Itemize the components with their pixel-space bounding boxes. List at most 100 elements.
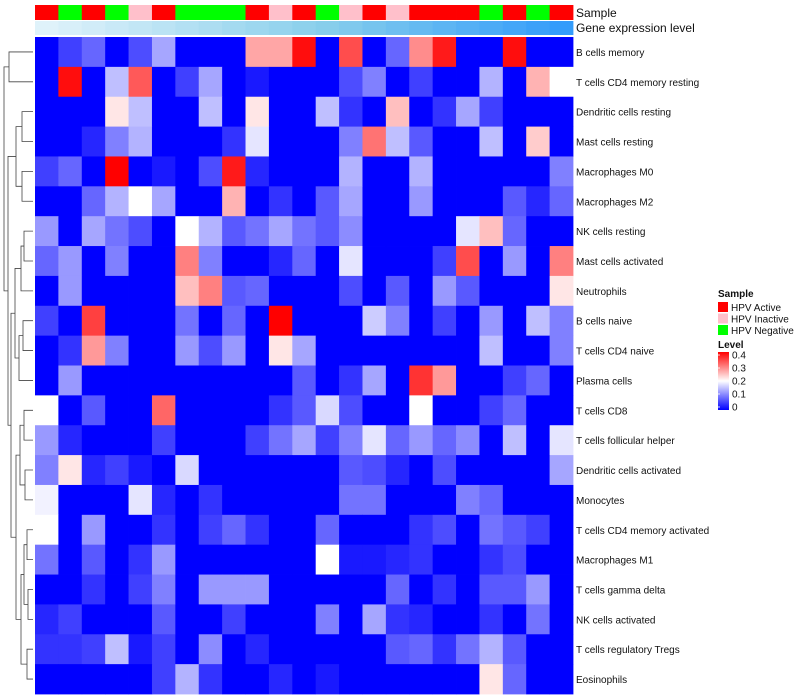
sample-annotation-title: Sample: [576, 6, 617, 20]
heatmap-cell: [175, 484, 200, 516]
dendrogram-branch: [27, 589, 33, 620]
heatmap-cell: [105, 275, 129, 307]
heatmap-cell: [432, 514, 457, 546]
heatmap-cell: [385, 335, 410, 366]
heatmap-cell: [35, 96, 59, 127]
heatmap-cell: [549, 275, 574, 307]
expression-annotation-cell: [385, 21, 410, 35]
heatmap-cell: [58, 604, 83, 635]
heatmap-cell: [268, 574, 293, 605]
heatmap-cell: [315, 216, 340, 247]
heatmap-cell: [409, 455, 434, 486]
heatmap-cell: [292, 275, 317, 307]
heatmap-cell: [81, 365, 106, 396]
heatmap-cell: [128, 305, 153, 337]
heatmap-cell: [175, 455, 200, 486]
heatmap-cell: [222, 634, 246, 665]
heatmap-cell: [339, 514, 363, 546]
heatmap-cell: [432, 455, 457, 486]
heatmap-cell: [315, 634, 340, 665]
heatmap-cell: [105, 66, 129, 98]
expression-annotation-cell: [105, 21, 129, 35]
heatmap-cell: [58, 216, 83, 247]
row-label: B cells memory: [576, 48, 644, 59]
heatmap-cell: [128, 96, 153, 127]
heatmap-cell: [81, 246, 106, 277]
heatmap-cell: [81, 664, 106, 695]
heatmap-cell: [479, 425, 504, 456]
heatmap-cell: [151, 126, 176, 157]
row-label: B cells naive: [576, 317, 633, 328]
heatmap-cell: [479, 455, 504, 486]
heatmap-cell: [151, 574, 176, 605]
expression-annotation-title: Gene expression level: [576, 21, 695, 35]
heatmap-cell: [292, 66, 317, 98]
heatmap-cell: [58, 574, 83, 605]
expression-annotation-cell: [502, 21, 527, 35]
expression-annotation-cell: [315, 21, 340, 35]
heatmap-cell: [58, 37, 83, 68]
heatmap-cell: [268, 186, 293, 217]
level-legend-colorbar: [718, 352, 729, 410]
heatmap-cell: [315, 66, 340, 98]
expression-annotation-cell: [479, 21, 504, 35]
heatmap-cell: [151, 514, 176, 546]
heatmap-cell: [432, 66, 457, 98]
heatmap-cell: [268, 484, 293, 516]
heatmap-cell: [268, 37, 293, 68]
heatmap-cell: [456, 305, 480, 337]
heatmap-cell: [549, 514, 574, 546]
heatmap-cell: [432, 186, 457, 217]
heatmap-cell: [315, 455, 340, 486]
heatmap-cell: [502, 246, 527, 277]
heatmap-cell: [292, 634, 317, 665]
heatmap-cell: [456, 425, 480, 456]
heatmap-cell: [245, 186, 270, 217]
heatmap-cell: [409, 634, 434, 665]
expression-annotation-cell: [128, 21, 153, 35]
heatmap-cell: [105, 186, 129, 217]
heatmap-cell: [268, 216, 293, 247]
heatmap-cell: [151, 365, 176, 396]
heatmap-cell: [245, 305, 270, 337]
heatmap-cell: [339, 335, 363, 366]
heatmap-cell: [58, 335, 83, 366]
heatmap-cell: [128, 634, 153, 665]
heatmap-cell: [385, 37, 410, 68]
expression-annotation-cell: [526, 21, 551, 35]
heatmap-cell: [409, 246, 434, 277]
heatmap-cell: [58, 634, 83, 665]
heatmap-cell: [432, 604, 457, 635]
heatmap-cell: [268, 96, 293, 127]
heatmap-cell: [526, 156, 551, 187]
heatmap-cell: [502, 216, 527, 247]
heatmap-cell: [385, 544, 410, 575]
heatmap-cell: [526, 395, 551, 426]
heatmap-cell: [479, 664, 504, 695]
heatmap-cell: [175, 305, 200, 337]
heatmap-cell: [385, 484, 410, 516]
heatmap-cell: [35, 216, 59, 247]
heatmap-cell: [35, 455, 59, 486]
heatmap-cell: [479, 275, 504, 307]
heatmap-cell: [268, 66, 293, 98]
heatmap-cell: [151, 305, 176, 337]
heatmap-cell: [105, 395, 129, 426]
heatmap-cell: [292, 395, 317, 426]
heatmap-cell: [456, 514, 480, 546]
heatmap-cell: [222, 514, 246, 546]
heatmap-cell: [175, 66, 200, 98]
heatmap-cell: [151, 395, 176, 426]
heatmap-cell: [362, 275, 387, 307]
row-label: Macrophages M2: [576, 197, 654, 208]
expression-annotation-cell: [549, 21, 574, 35]
sample-legend-swatch: [718, 325, 728, 335]
sample-annotation-cell: [292, 5, 317, 20]
heatmap-cell: [175, 186, 200, 217]
heatmap-cell: [81, 216, 106, 247]
heatmap-cell: [526, 514, 551, 546]
heatmap-cell: [409, 305, 434, 337]
heatmap-cell: [175, 544, 200, 575]
heatmap-cell: [315, 365, 340, 396]
heatmap-cell: [502, 37, 527, 68]
